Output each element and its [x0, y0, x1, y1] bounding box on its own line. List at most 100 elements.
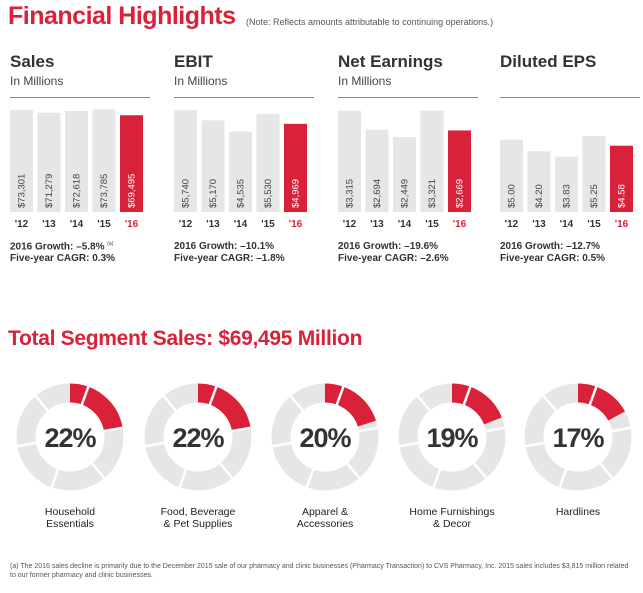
- bar: [256, 113, 280, 212]
- footnote: (a) The 2016 sales decline is primarily …: [10, 563, 629, 579]
- bar: [92, 109, 116, 212]
- donut-separator: [542, 394, 558, 413]
- bar-value-label: $2,694: [372, 179, 383, 208]
- donut-separator: [208, 385, 218, 406]
- donut-separator: [432, 468, 442, 489]
- segment-label: Apparel & Accessories: [250, 506, 400, 530]
- bar: [555, 156, 578, 212]
- donut-separator: [271, 441, 293, 448]
- bar: [120, 115, 143, 212]
- donut-separator: [16, 441, 38, 448]
- donut-chart: 22%: [144, 383, 252, 491]
- donut-hardlines: 17% Hardlines: [523, 382, 633, 532]
- segment-label: Food, Beverage & Pet Supplies: [123, 506, 273, 530]
- bar: [500, 139, 523, 212]
- donut-separator: [598, 461, 614, 480]
- donut-separator: [230, 426, 252, 433]
- donut-slice: [144, 383, 252, 491]
- donut-percent-label: 22%: [172, 423, 224, 453]
- donut-apparel-accessories: 20% Apparel & Accessories: [270, 382, 380, 532]
- ebit-bar-chart: $5,740 '12 $5,170 '13 $4,535 '14 $5,530 '15 $4,9…: [174, 110, 307, 230]
- chart-subtitle: In Millions: [338, 74, 392, 88]
- donut-separator: [345, 461, 361, 480]
- donut-separator: [472, 461, 488, 480]
- bar-value-label: $4.58: [617, 184, 628, 208]
- bar-value-label: $5,170: [208, 179, 219, 208]
- segment-label-line: & Pet Supplies: [163, 518, 233, 530]
- chart-title: Net Earnings: [338, 52, 443, 71]
- donut-separator: [558, 468, 568, 489]
- chart-title: Sales: [10, 52, 55, 71]
- donut-separator: [484, 426, 506, 433]
- donut-separator: [162, 394, 178, 413]
- donut-separator: [357, 426, 379, 433]
- cagr-stat: Five-year CAGR: –1.8%: [174, 253, 285, 264]
- donut-percent-label: 20%: [299, 423, 351, 453]
- donut-slice: [524, 383, 632, 491]
- x-tick-label: '16: [289, 219, 303, 230]
- x-tick-label: '12: [505, 219, 519, 230]
- bar-value-label: $3,321: [427, 179, 438, 208]
- segment-label: Home Furnishings & Decor: [377, 506, 527, 530]
- segment-label-line: Household: [44, 506, 96, 518]
- x-tick-label: '16: [615, 219, 629, 230]
- donut-chart: 20%: [271, 383, 379, 491]
- donut-percent-label: 22%: [44, 423, 96, 453]
- bar-value-label: $5.00: [507, 184, 518, 208]
- x-tick-label: '14: [234, 219, 248, 230]
- bar: [527, 151, 551, 212]
- diluted-eps-bar-chart: $5.00 '12 $4.20 '13 $3.83 '14 $5.25 '15 $4.58 '16: [500, 136, 633, 230]
- bar-value-label: $69,495: [127, 174, 138, 208]
- net-earnings-panel: Net Earnings In Millions $3,315 '12 $2,694…: [338, 52, 488, 272]
- bar-value-label: $3.83: [562, 184, 573, 208]
- donut-slice: [398, 383, 506, 491]
- bar: [610, 145, 633, 212]
- x-tick-label: '16: [125, 219, 139, 230]
- bar: [201, 120, 225, 212]
- x-tick-label: '13: [370, 219, 384, 230]
- growth-stat: 2016 Growth: –12.7%: [500, 241, 601, 252]
- bar-value-label: $73,785: [99, 174, 110, 208]
- segment-label: Household Essentials: [0, 506, 145, 530]
- donut-chart: 17%: [524, 383, 632, 491]
- donut-separator: [398, 441, 420, 448]
- segment-label-line: Food, Beverage: [160, 506, 236, 518]
- bar-value-label: $5.25: [589, 184, 600, 208]
- donut-separator: [305, 468, 315, 489]
- x-tick-label: '14: [398, 219, 412, 230]
- x-tick-label: '12: [15, 219, 29, 230]
- donut-separator: [289, 394, 305, 413]
- chart-subtitle: In Millions: [10, 74, 64, 88]
- donut-chart: 22%: [16, 383, 124, 491]
- donut-separator: [335, 385, 345, 406]
- donut-separator: [102, 426, 124, 433]
- chart-title: Diluted EPS: [500, 52, 597, 71]
- donut-separator: [90, 461, 106, 480]
- net-earnings-bar-chart: $3,315 '12 $2,694 '13 $2,449 '14 $3,321 '15 $2,6…: [338, 110, 471, 230]
- bar-value-label: $5,740: [181, 179, 192, 208]
- bar-value-label: $4.20: [534, 184, 545, 208]
- cagr-stat: Five-year CAGR: 0.5%: [500, 253, 606, 264]
- chart-title: EBIT: [174, 52, 213, 71]
- donut-separator: [524, 441, 546, 448]
- donut-percent-label: 17%: [552, 423, 604, 453]
- donut-separator: [80, 385, 90, 406]
- donut-food-beverage: 22% Food, Beverage & Pet Supplies: [143, 382, 253, 532]
- x-tick-label: '14: [560, 219, 574, 230]
- donut-slice: [16, 383, 124, 491]
- bar-value-label: $5,530: [263, 179, 274, 208]
- growth-stat: 2016 Growth: –5.8% (a): [10, 241, 113, 252]
- growth-text: 2016 Growth: –5.8%: [10, 241, 105, 253]
- bar: [65, 110, 88, 212]
- bar: [10, 109, 33, 212]
- x-tick-label: '15: [425, 219, 439, 230]
- bar-value-label: $2,669: [455, 179, 466, 208]
- segment-label-line: Apparel &: [301, 506, 349, 518]
- sales-bar-chart: $73,301 '12 $71,279 '13 $72,618 '14 $73,785 '15…: [10, 109, 143, 230]
- donut-separator: [416, 394, 432, 413]
- divider: [500, 97, 640, 98]
- segment-label-line: Home Furnishings: [409, 506, 495, 518]
- bar: [420, 110, 444, 212]
- bar: [582, 136, 606, 212]
- bar-value-label: $4,535: [236, 179, 247, 208]
